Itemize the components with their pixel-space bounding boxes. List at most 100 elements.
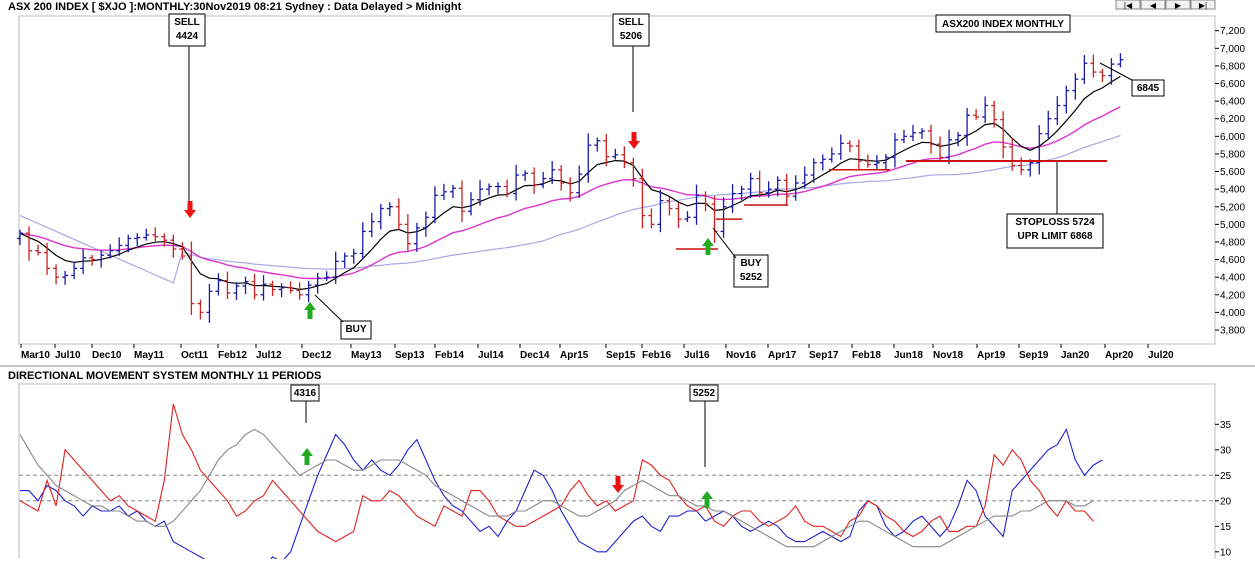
price-x-tick-label: Feb18 — [852, 350, 881, 361]
price-bar-up — [332, 251, 339, 284]
nav-last-button[interactable]: ▶| — [1190, 0, 1216, 10]
price-x-tick-label: Mar10 — [21, 350, 50, 361]
price-bar-down — [504, 179, 511, 198]
price-bar-up — [738, 185, 745, 201]
price-bar-up — [540, 171, 547, 189]
price-y-tick-label: 6,000 — [1220, 132, 1245, 143]
price-y-tick-label: 5,600 — [1220, 167, 1245, 178]
price-bar-down — [161, 233, 168, 247]
price-y-tick-label: 4,400 — [1220, 273, 1245, 284]
price-bar-down — [1000, 111, 1007, 159]
sell-signal-box-frame — [612, 13, 650, 47]
price-x-tick-label: Jun18 — [894, 350, 923, 361]
price-y-tick-label: 6,800 — [1220, 61, 1245, 72]
buy-arrow-icon — [304, 302, 316, 319]
price-bar-up — [900, 129, 907, 144]
last-price-box: 6845 — [1131, 79, 1165, 97]
price-x-tick-label: Jul10 — [55, 350, 81, 361]
price-bar-up — [377, 203, 384, 230]
price-bar-up — [206, 283, 213, 323]
price-bar-down — [991, 100, 998, 128]
dms-lines — [19, 403, 1103, 564]
price-bar-up — [62, 270, 69, 285]
price-panel — [18, 15, 1216, 345]
price-x-tick-label: Feb12 — [218, 350, 247, 361]
price-bar-up — [1072, 73, 1079, 100]
buy-signal-box-text: 5252 — [740, 272, 763, 283]
buy-arrow-icon — [702, 238, 714, 255]
price-bar-up — [747, 172, 754, 199]
price-bar-down — [35, 244, 42, 256]
price-y-tick-label: 7,000 — [1220, 44, 1245, 55]
price-bar-up — [873, 155, 880, 169]
price-bar-up — [305, 281, 312, 303]
price-y-tick-label: 6,600 — [1220, 79, 1245, 90]
price-x-tick-label: Dec14 — [520, 350, 550, 361]
dms-signal-box-frame — [689, 384, 719, 402]
price-x-tick-label: Sep13 — [395, 350, 425, 361]
price-bar-down — [89, 254, 96, 266]
dms-y-tick-label: 35 — [1220, 420, 1232, 431]
price-bar-up — [449, 185, 456, 199]
price-bar-up — [440, 183, 447, 201]
price-bar-down — [648, 208, 655, 229]
price-bar-up — [964, 107, 971, 146]
price-bar-up — [422, 211, 429, 237]
price-y-tick-label: 3,800 — [1220, 326, 1245, 337]
dms-signal-box-text: 4316 — [294, 388, 317, 399]
price-bar-up — [657, 189, 664, 233]
dms-plus-di-line — [20, 428, 1103, 564]
chart-header: ASX 200 INDEX [ $XJO ]:MONTHLY:30Nov2019… — [8, 1, 462, 13]
price-bar-down — [973, 109, 980, 120]
price-bar-down — [639, 168, 646, 229]
price-y-tick-label: 6,200 — [1220, 114, 1245, 125]
price-bar-down — [251, 273, 258, 300]
buy-signal-box-text: BUY — [740, 258, 761, 269]
price-bar-up — [919, 128, 925, 139]
price-bar-down — [531, 167, 538, 194]
price-y-tick-label: 5,200 — [1220, 202, 1245, 213]
price-bar-up — [278, 283, 285, 298]
dms-y-axis: 35 30 25 20 15 10 — [1215, 420, 1232, 558]
sell-signal-box-text: 4424 — [176, 31, 199, 42]
price-x-tick-label: Feb14 — [435, 350, 464, 361]
price-bar-up — [810, 158, 817, 183]
nav-first-button[interactable]: |◀ — [1115, 0, 1141, 10]
nav-next-button[interactable]: ▶ — [1165, 0, 1191, 10]
sell-signal-box-frame — [168, 13, 206, 47]
price-bar-up — [80, 248, 87, 275]
price-bar-up — [549, 161, 556, 185]
buy-signal-box: BUY 5252 — [733, 254, 769, 288]
price-y-axis: 7,200 7,000 6,800 6,600 6,400 6,200 6,000 5,800… — [1215, 26, 1245, 337]
price-bar-up — [323, 271, 330, 281]
price-x-tick-label: Dec12 — [302, 350, 332, 361]
price-y-tick-label: 5,400 — [1220, 185, 1245, 196]
price-bar-up — [801, 166, 808, 189]
price-bar-up — [17, 229, 23, 246]
price-bar-down — [296, 282, 303, 300]
price-x-tick-label: Dec10 — [92, 350, 122, 361]
price-bar-down — [603, 134, 610, 167]
svg-text:▶: ▶ — [1175, 1, 1182, 10]
price-bar-up — [765, 181, 772, 198]
price-bar-up — [1117, 53, 1124, 68]
price-bar-up — [486, 183, 493, 196]
sell-signal-box: SELL 5206 — [612, 13, 650, 47]
price-y-tick-label: 5,800 — [1220, 149, 1245, 160]
price-bar-up — [828, 147, 835, 163]
svg-text:▶|: ▶| — [1199, 1, 1207, 10]
dms-y-tick-label: 20 — [1220, 496, 1232, 507]
price-bar-up — [431, 186, 438, 224]
dms-panel — [18, 383, 1216, 564]
nav-prev-button[interactable]: ◀ — [1140, 0, 1166, 10]
price-x-tick-label: Jan20 — [1061, 350, 1090, 361]
price-bar-up — [1054, 96, 1061, 125]
price-bar-up — [576, 165, 583, 199]
price-bar-up — [612, 148, 619, 160]
price-bar-down — [1009, 138, 1016, 171]
sell-arrow-icon — [184, 201, 196, 218]
price-bar-up — [585, 133, 592, 183]
price-bar-down — [846, 140, 853, 153]
price-bar-up — [233, 282, 240, 300]
